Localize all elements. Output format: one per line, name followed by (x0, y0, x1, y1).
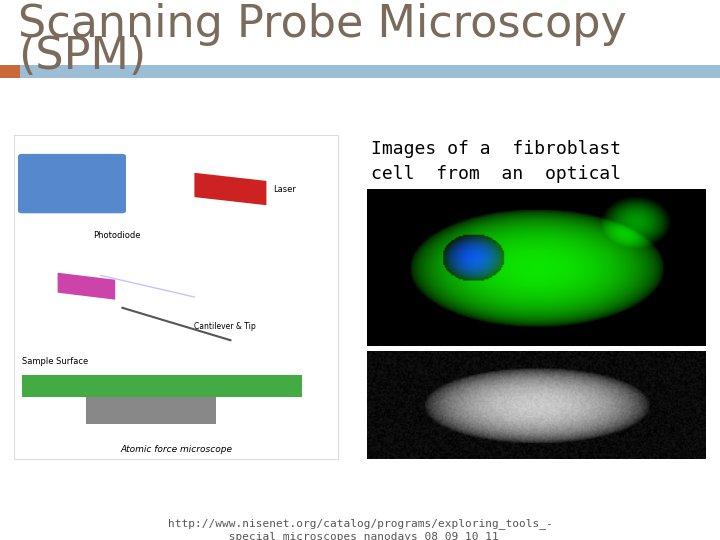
Bar (22, 375, 302, 397)
Polygon shape (194, 173, 266, 205)
Text: Images of a  fibroblast
cell  from  an  optical
microscope       (using
fluoresc: Images of a fibroblast cell from an opti… (371, 140, 632, 259)
Text: Photodiode: Photodiode (94, 231, 141, 240)
Text: Atomic force microscope: Atomic force microscope (120, 444, 233, 454)
Bar (86, 397, 216, 424)
Text: Sample Surface: Sample Surface (22, 357, 88, 367)
Text: Detector and
Feedback
Electronics: Detector and Feedback Electronics (44, 168, 100, 199)
Text: Laser: Laser (274, 185, 297, 193)
Text: Scanning Probe Microscopy: Scanning Probe Microscopy (18, 3, 627, 46)
Text: (SPM): (SPM) (18, 35, 146, 78)
Polygon shape (58, 273, 115, 300)
FancyBboxPatch shape (18, 154, 126, 213)
Text: http://www.nisenet.org/catalog/programs/exploring_tools_-
_special_microscopes_n: http://www.nisenet.org/catalog/programs/… (168, 518, 552, 540)
Bar (0, 65, 20, 78)
Bar (0, 65, 720, 78)
Text: PZT Scanner: PZT Scanner (127, 406, 175, 415)
Bar (14, 135, 338, 459)
Text: Cantilever & Tip: Cantilever & Tip (194, 322, 256, 332)
